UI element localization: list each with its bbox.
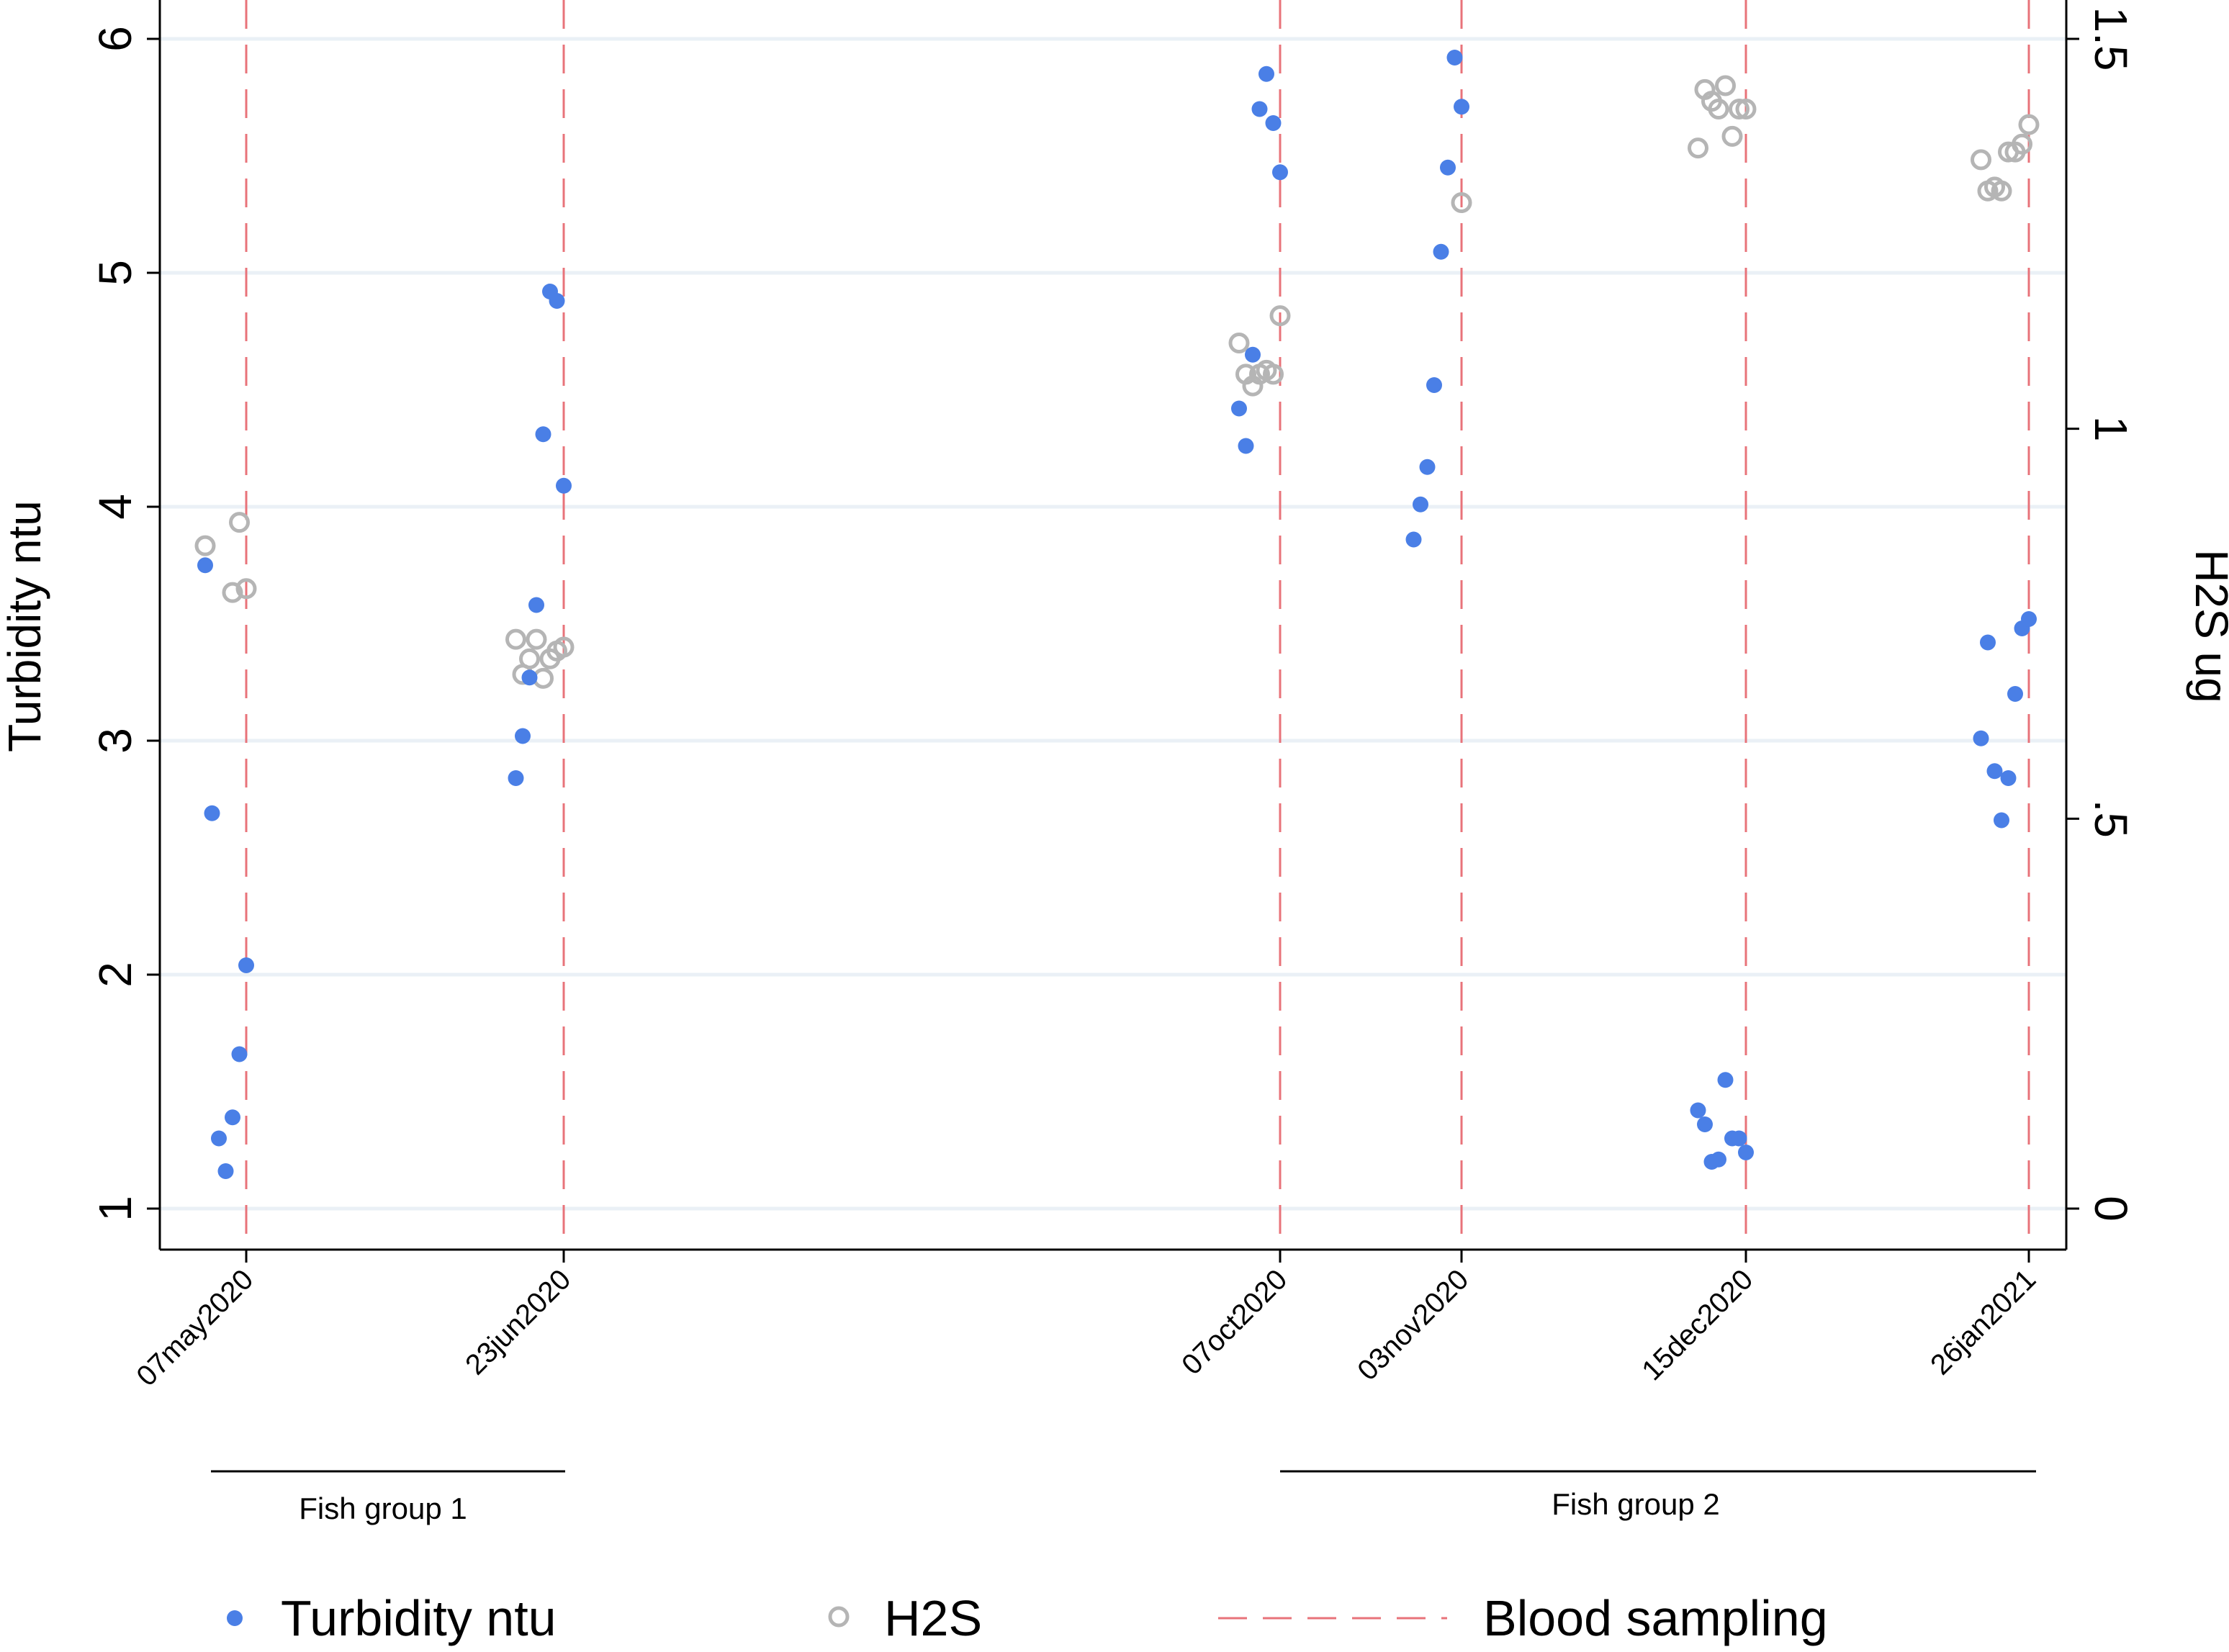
turbidity-point (1446, 50, 1463, 66)
h2s-series (194, 75, 2040, 689)
h2s-point (1269, 305, 1291, 327)
turbidity-series (197, 50, 2037, 1179)
turbidity-point (1973, 730, 1989, 746)
turbidity-point (2021, 611, 2037, 627)
h2s-point (194, 535, 216, 556)
turbidity-point (1238, 438, 1254, 454)
h2s-point (1721, 125, 1743, 147)
turbidity-point (2000, 770, 2017, 786)
turbidity-point (1245, 346, 1261, 363)
h2s-point (1729, 99, 1750, 119)
turbidity-point (225, 1109, 240, 1126)
fish-group-1-label: Fish group 1 (299, 1491, 467, 1525)
turbidity-point (211, 1130, 227, 1147)
turbidity-point (204, 805, 220, 821)
left-tick-label: 2 (89, 962, 141, 988)
fish-group-2-label: Fish group 2 (1552, 1487, 1719, 1521)
turbidity-point (1440, 159, 1456, 176)
h2s-point (2018, 114, 2040, 135)
turbidity-point (549, 293, 565, 309)
left-y-axis-ticks: 1 2 3 4 5 6 (89, 26, 160, 1222)
turbidity-point (1690, 1102, 1706, 1119)
turbidity-point (238, 957, 254, 973)
turbidity-point (231, 1046, 248, 1062)
turbidity-point (515, 728, 531, 744)
legend: Turbidity ntu H2S Blood sampling (227, 1590, 1828, 1646)
turbidity-point (1711, 1151, 1726, 1168)
h2s-point (229, 512, 250, 533)
h2s-point (553, 636, 575, 658)
turbidity-point (528, 597, 544, 613)
right-y-axis-label: H2S ug (2186, 549, 2229, 703)
h2s-point (222, 582, 243, 603)
legend-blood-sampling-label: Blood sampling (1483, 1590, 1828, 1646)
left-tick-label: 6 (89, 26, 141, 52)
turbidity-point (1454, 99, 1469, 115)
legend-turbidity-label: Turbidity ntu (281, 1590, 557, 1646)
h2s-point (1263, 364, 1284, 385)
right-tick-label: 1 (2085, 416, 2137, 442)
turbidity-point (1419, 459, 1436, 475)
right-tick-label: .5 (2085, 800, 2137, 838)
grid-lines (160, 37, 2066, 1211)
left-tick-label: 4 (89, 494, 141, 520)
turbidity-point (1265, 115, 1282, 131)
h2s-point (1991, 180, 2012, 202)
turbidity-point (1433, 243, 1449, 260)
h2s-point (1688, 137, 1708, 159)
turbidity-point (1231, 400, 1247, 417)
right-y-axis-ticks: 0 .5 1 1.5 (2066, 7, 2137, 1222)
h2s-point (1708, 99, 1729, 119)
turbidity-point (1272, 164, 1288, 181)
right-tick-label: 1.5 (2085, 7, 2137, 71)
h2s-point (235, 578, 257, 600)
h2s-point (1228, 333, 1250, 353)
turbidity-point (1697, 1116, 1713, 1132)
h2s-point (1971, 149, 1991, 171)
turbidity-point (2007, 686, 2023, 702)
h2s-point (1451, 192, 1472, 213)
h2s-point (505, 628, 526, 650)
left-tick-label: 3 (89, 728, 141, 754)
turbidity-point (1986, 763, 2003, 780)
left-y-axis-label: Turbidity ntu (0, 500, 50, 752)
left-tick-label: 5 (89, 260, 141, 286)
turbidity-point (1980, 634, 1996, 651)
turbidity-point (1731, 1130, 1747, 1147)
legend-turbidity-marker (227, 1610, 243, 1626)
turbidity-point (535, 426, 551, 443)
turbidity-point (1426, 377, 1442, 393)
turbidity-point (217, 1163, 234, 1179)
turbidity-point (197, 557, 213, 574)
turbidity-point (1994, 812, 2009, 829)
left-tick-label: 1 (89, 1196, 141, 1222)
h2s-point (1715, 75, 1736, 96)
h2s-point (519, 648, 540, 669)
turbidity-point (521, 669, 538, 686)
h2s-point (1735, 99, 1757, 119)
turbidity-point (1738, 1145, 1754, 1160)
turbidity-point (1405, 531, 1422, 548)
legend-h2s-label: H2S (884, 1590, 982, 1646)
right-tick-label: 0 (2085, 1196, 2137, 1222)
turbidity-point (556, 477, 572, 494)
h2s-point (526, 628, 547, 650)
turbidity-point (1413, 496, 1428, 513)
turbidity-point (1717, 1072, 1734, 1088)
legend-h2s-marker (828, 1606, 850, 1628)
h2s-point (2012, 133, 2032, 155)
turbidity-point (1251, 101, 1268, 117)
turbidity-point (508, 770, 524, 786)
turbidity-point (1258, 66, 1274, 82)
